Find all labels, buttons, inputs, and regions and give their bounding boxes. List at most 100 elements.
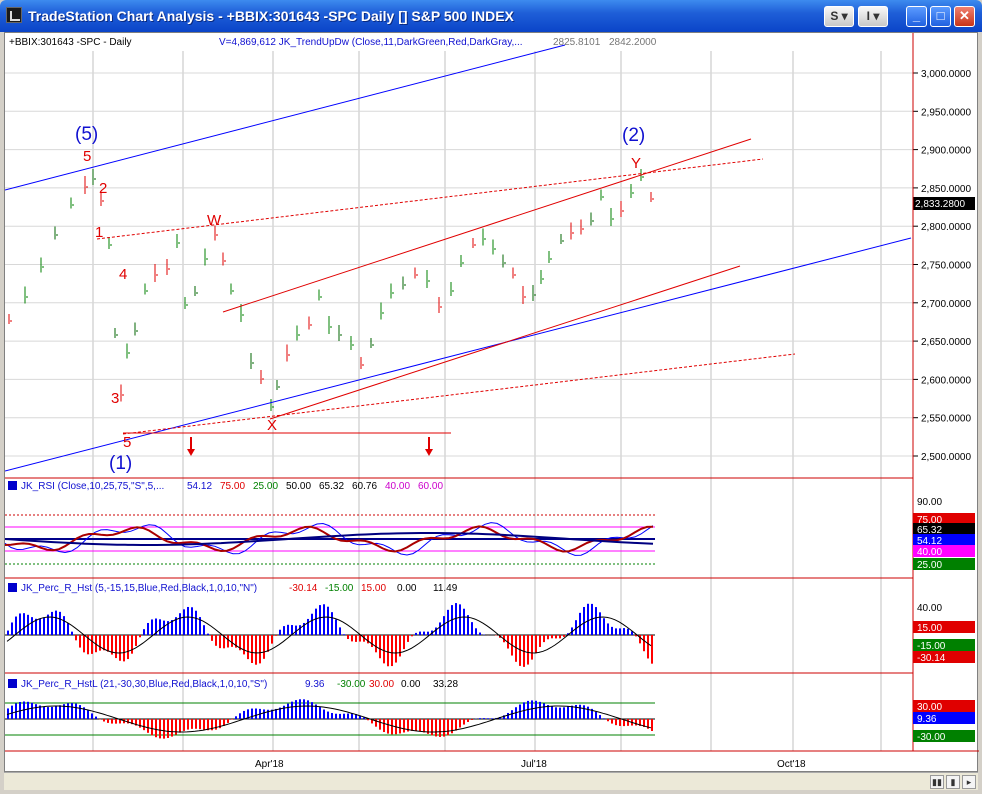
red-dotted-lower (122, 353, 796, 435)
price-bars (8, 169, 654, 411)
down-arrow-1-head (187, 449, 195, 456)
price-tick-label: 2,750.0000 (921, 261, 971, 272)
title-bar[interactable]: TradeStation Chart Analysis - +BBIX:3016… (0, 0, 982, 32)
svg-text:65.32: 65.32 (917, 525, 942, 536)
indicator-value-2: 2842.2000 (609, 37, 657, 48)
rsi-value: 40.00 (385, 481, 410, 492)
rsi-panel-icon (8, 481, 17, 490)
price-tick-label: 2,500.0000 (921, 452, 971, 463)
symbol-menu-button[interactable]: S ▾ (824, 6, 854, 27)
percr2-value: 33.28 (433, 679, 458, 690)
wave-5-label: 5 (83, 148, 91, 165)
last-price-badge (913, 197, 975, 210)
percr1-panel: JK_Perc_R_Hst (5,-15,15,Blue,Red,Black,1… (5, 583, 975, 667)
svg-text:54.12: 54.12 (917, 536, 942, 547)
svg-text:-15.00: -15.00 (917, 641, 946, 652)
info-menu-label: I (866, 9, 870, 23)
price-tick-label: 2,800.0000 (921, 222, 971, 233)
x-label-apr18: Apr'18 (255, 759, 284, 770)
chart-app-icon (6, 7, 22, 23)
wave-5-low-label: 5 (123, 434, 131, 451)
rsi-tick-90: 90.00 (917, 497, 942, 508)
rsi-badge (913, 513, 975, 525)
rsi-value: 50.00 (286, 481, 311, 492)
svg-text:75.00: 75.00 (917, 515, 942, 526)
percr1-label: JK_Perc_R_Hst (5,-15,15,Blue,Red,Black,1… (21, 583, 257, 594)
wave-1-circle-label: (1) (109, 453, 132, 474)
percr1-value: 15.00 (361, 583, 386, 594)
lower-blue-channel-line (5, 237, 912, 472)
indicator-value-1: 2825.8101 (553, 37, 601, 48)
maximize-button[interactable]: □ (930, 6, 951, 27)
percr1-value: -15.00 (325, 583, 354, 594)
svg-text:40.00: 40.00 (917, 547, 942, 558)
rsi-badge (913, 558, 975, 570)
wave-labels: (5) 5 2 1 4 3 5 (1) W X Y (2) (75, 124, 645, 474)
wave-W-label: W (207, 212, 222, 229)
svg-text:9.36: 9.36 (917, 714, 937, 725)
percr1-value: 11.49 (433, 583, 458, 594)
percr2-panel: JK_Perc_R_HstL (21,-30,30,Blue,Red,Black… (5, 679, 975, 743)
percr1-badge (913, 651, 975, 663)
chart-canvas: (5) 5 2 1 4 3 5 (1) W X Y (2) +BBIX:3016… (5, 33, 979, 770)
x-label-jul18: Jul'18 (521, 759, 547, 770)
price-tick-label: 2,850.0000 (921, 184, 971, 195)
close-icon: ✕ (959, 8, 970, 23)
price-tick-label: 2,650.0000 (921, 337, 971, 348)
percr2-value: 9.36 (305, 679, 325, 690)
wave-5-circle-label: (5) (75, 124, 98, 145)
red-channel-lower (269, 265, 741, 420)
symbol-label: +BBIX:301643 -SPC - Daily (9, 37, 132, 48)
rsi-badge (913, 545, 975, 557)
info-menu-button[interactable]: I ▾ (858, 6, 888, 27)
horizontal-scrollbar[interactable]: ▮▮ ▮ ▸ (4, 772, 978, 790)
percr2-badge (913, 712, 975, 724)
percr1-value: 0.00 (397, 583, 417, 594)
wave-X-label: X (267, 417, 277, 434)
svg-text:-30.00: -30.00 (917, 732, 946, 743)
minimize-icon: _ (912, 8, 921, 23)
wave-4-label: 4 (119, 266, 127, 283)
symbol-menu-label: S (830, 9, 839, 23)
svg-text:25.00: 25.00 (917, 560, 942, 571)
down-arrow-2-head (425, 449, 433, 456)
red-channel-upper (222, 138, 752, 313)
wave-1-label: 1 (95, 224, 103, 241)
rsi-panel: JK_RSI (Close,10,25,75,"S",5,... 54.12 75… (5, 481, 975, 571)
rsi-value: 60.76 (352, 481, 377, 492)
percr2-value: 0.00 (401, 679, 421, 690)
upper-blue-channel-line (5, 44, 566, 191)
svg-text:-30.14: -30.14 (917, 653, 946, 664)
percr2-badge (913, 700, 975, 712)
rsi-value: 75.00 (220, 481, 245, 492)
svg-text:15.00: 15.00 (917, 623, 942, 634)
x-label-oct18: Oct'18 (777, 759, 806, 770)
last-price-value: 2,833.2800 (915, 199, 965, 210)
window-title: TradeStation Chart Analysis - +BBIX:3016… (28, 8, 514, 24)
chart-area[interactable]: (5) 5 2 1 4 3 5 (1) W X Y (2) +BBIX:3016… (4, 32, 979, 772)
zoom-out-icon[interactable]: ▮▮ (930, 775, 944, 789)
rsi-value: 65.32 (319, 481, 344, 492)
rsi-badge (913, 523, 975, 535)
indicator-label: V=4,869,612 JK_TrendUpDw (Close,11,DarkG… (219, 37, 523, 48)
price-axis: 3,000.0000 2,950.0000 2,900.0000 2,850.0000… (913, 69, 971, 463)
minimize-button[interactable]: _ (906, 6, 927, 27)
percr2-label: JK_Perc_R_HstL (21,-30,30,Blue,Red,Black… (21, 679, 267, 690)
zoom-in-icon[interactable]: ▮ (946, 775, 960, 789)
trendlines (5, 44, 912, 472)
percr2-value: -30.00 (337, 679, 366, 690)
price-tick-label: 2,950.0000 (921, 107, 971, 118)
rsi-label: JK_RSI (Close,10,25,75,"S",5,... (21, 481, 164, 492)
x-axis: Apr'18 Jul'18 Oct'18 (255, 759, 806, 770)
percr1-badge (913, 621, 975, 633)
percr1-tick-40: 40.00 (917, 603, 942, 614)
percr1-value: -30.14 (289, 583, 318, 594)
wave-3-label: 3 (111, 390, 119, 407)
scroll-right-icon[interactable]: ▸ (962, 775, 976, 789)
wave-2-circle-label: (2) (622, 125, 645, 146)
price-tick-label: 2,900.0000 (921, 146, 971, 157)
rsi-value: 54.12 (187, 481, 212, 492)
close-button[interactable]: ✕ (954, 6, 975, 27)
wave-Y-label: Y (631, 155, 641, 172)
